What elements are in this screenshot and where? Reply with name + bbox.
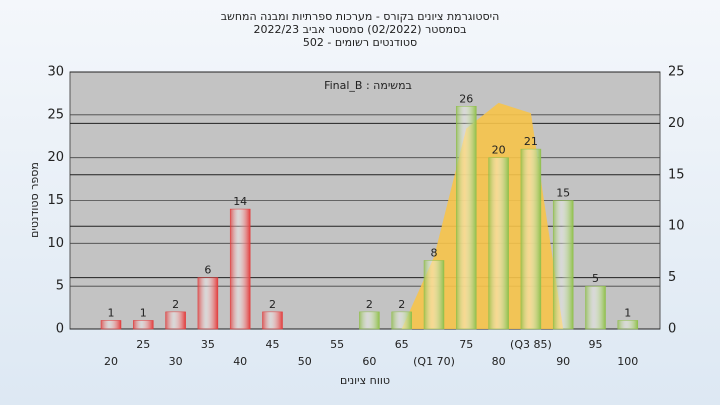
bar xyxy=(552,200,574,330)
y2-tick-label: 5 xyxy=(668,270,676,285)
bar xyxy=(617,320,639,330)
x-tick-label: 50 xyxy=(298,355,312,368)
bar xyxy=(585,285,606,330)
bar xyxy=(359,311,380,330)
y-tick-label: 0 xyxy=(56,322,64,337)
x-tick-label: 30 xyxy=(169,355,183,368)
y2-tick-label: 0 xyxy=(668,322,676,337)
x-tick-label: 40 xyxy=(233,355,247,368)
chart-title: היסטוגרמת ציונים בקורס - מערכות ספרתיות … xyxy=(221,10,500,23)
bar xyxy=(520,148,542,330)
chart-subtitle: Final_B : במשימה xyxy=(324,79,412,92)
y2-tick-label: 25 xyxy=(668,65,685,80)
chart-title: בסמסטר (02/2022) סמסטר אביב 2022/23 xyxy=(253,23,466,36)
data-label: 26 xyxy=(459,92,473,105)
bar xyxy=(423,260,445,330)
bar xyxy=(100,320,122,330)
y-tick-label: 20 xyxy=(47,150,64,165)
data-label: 6 xyxy=(204,264,211,277)
data-label: 14 xyxy=(233,195,247,208)
x-tick-label: 95 xyxy=(589,338,603,351)
x-tick-label: 100 xyxy=(617,355,638,368)
x-tick-label: 60 xyxy=(362,355,376,368)
bar xyxy=(488,157,509,330)
x-tick-label: (Q3 85) xyxy=(510,338,552,351)
bar xyxy=(391,311,412,330)
x-tick-label: 75 xyxy=(459,338,473,351)
data-label: 8 xyxy=(431,246,438,259)
y2-tick-label: 15 xyxy=(668,167,685,182)
data-label: 5 xyxy=(592,272,599,285)
data-label: 2 xyxy=(269,298,276,311)
data-label: 1 xyxy=(624,306,631,319)
data-label: 2 xyxy=(366,298,373,311)
x-tick-label: 80 xyxy=(492,355,506,368)
data-label: 21 xyxy=(524,135,538,148)
x-tick-label: 55 xyxy=(330,338,344,351)
y-tick-label: 10 xyxy=(47,236,64,251)
x-tick-label: 65 xyxy=(395,338,409,351)
data-label: 1 xyxy=(108,306,115,319)
y-tick-label: 30 xyxy=(47,65,64,80)
data-label: 2 xyxy=(172,298,179,311)
y2-tick-label: 10 xyxy=(668,219,685,234)
chart-title: סטודנטים רשומים - 502 xyxy=(303,36,417,49)
data-label: 20 xyxy=(492,144,506,157)
y2-tick-label: 20 xyxy=(668,116,685,131)
x-tick-label: 20 xyxy=(104,355,118,368)
data-label: 1 xyxy=(140,306,147,319)
x-tick-label: 90 xyxy=(556,355,570,368)
data-label: 15 xyxy=(556,187,570,200)
y-tick-label: 15 xyxy=(47,193,64,208)
bar xyxy=(262,311,283,330)
x-axis-label: טווח ציונים xyxy=(340,374,390,387)
x-tick-label: 35 xyxy=(201,338,215,351)
bar xyxy=(197,277,219,330)
bar xyxy=(229,208,251,330)
y-tick-label: 5 xyxy=(56,279,64,294)
data-label: 2 xyxy=(398,298,405,311)
y-tick-label: 25 xyxy=(47,107,64,122)
bar xyxy=(456,106,477,330)
bar xyxy=(133,320,154,330)
x-tick-label: (Q1 70) xyxy=(413,355,455,368)
x-tick-label: 25 xyxy=(136,338,150,351)
x-tick-label: 45 xyxy=(266,338,280,351)
bar xyxy=(165,311,186,330)
y-axis-label: מספר סטודנטים xyxy=(28,162,41,238)
